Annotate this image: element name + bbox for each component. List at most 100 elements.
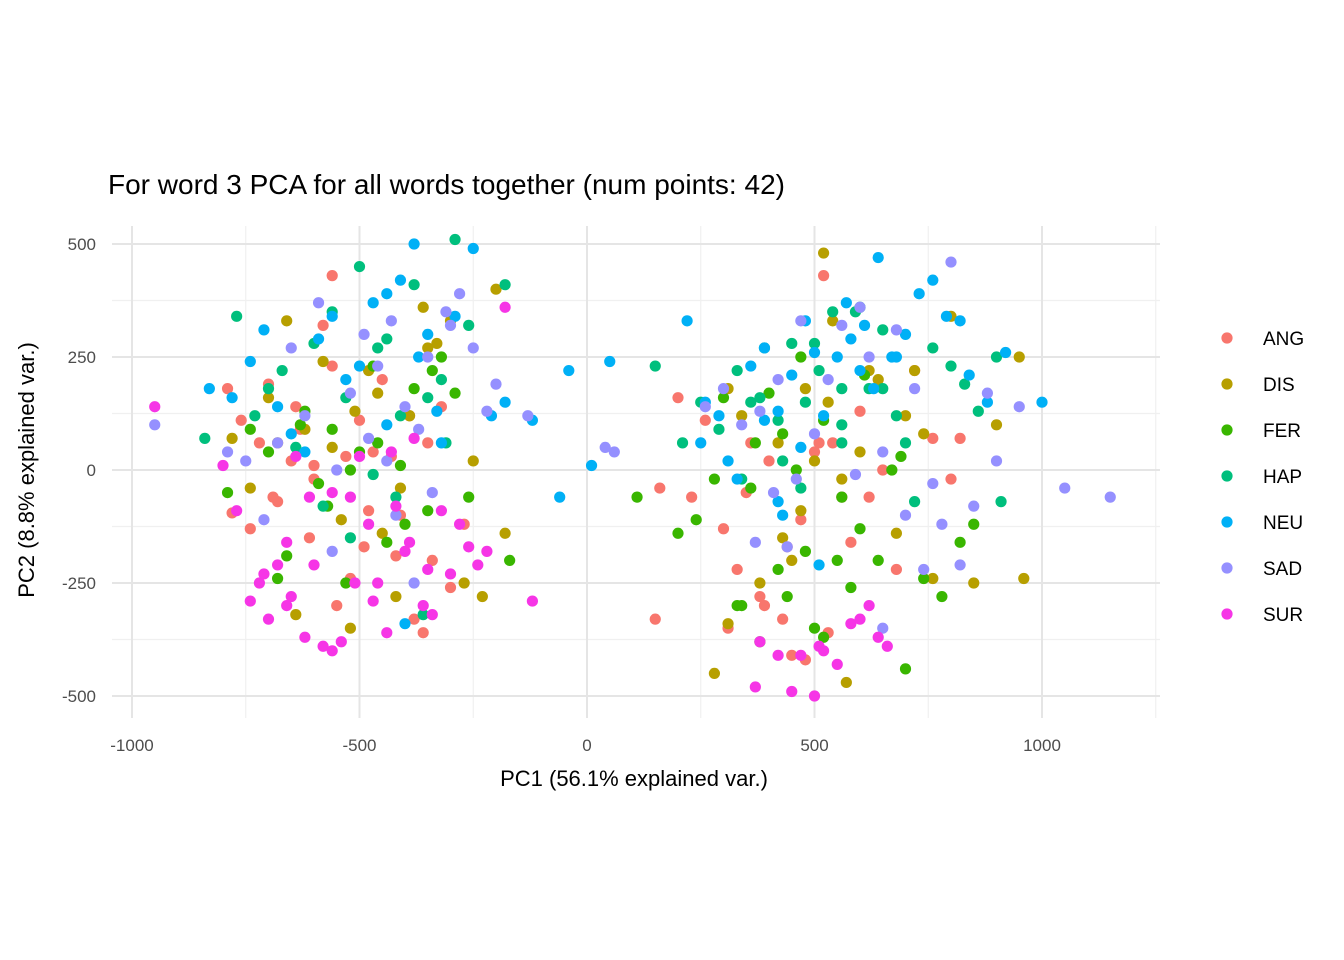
- point-dis: [226, 432, 238, 444]
- point-ang: [927, 432, 939, 444]
- point-sad: [608, 446, 620, 458]
- point-dis: [290, 609, 302, 621]
- point-fer: [340, 577, 352, 589]
- point-neu: [745, 360, 757, 372]
- point-dis: [818, 247, 830, 259]
- point-neu: [435, 437, 447, 449]
- point-sad: [936, 518, 948, 530]
- point-ang: [686, 491, 698, 503]
- point-neu: [312, 333, 325, 345]
- point-sad: [1059, 482, 1071, 494]
- point-sad: [221, 446, 234, 458]
- point-dis: [499, 527, 511, 539]
- point-ang: [758, 600, 771, 612]
- point-ang: [326, 360, 338, 372]
- point-hap: [317, 500, 329, 512]
- point-dis: [840, 676, 852, 689]
- point-hap: [972, 405, 984, 417]
- point-neu: [340, 374, 352, 386]
- legend-label-sad: SAD: [1263, 559, 1302, 580]
- point-ang: [376, 374, 388, 386]
- point-sad: [990, 455, 1003, 467]
- point-fer: [836, 491, 848, 503]
- point-fer: [808, 622, 821, 634]
- grid-lines: [112, 226, 1160, 718]
- point-sur: [299, 631, 311, 643]
- point-ang: [444, 581, 457, 594]
- point-sad: [909, 383, 921, 395]
- point-hap: [772, 414, 784, 426]
- point-fer: [504, 554, 516, 567]
- point-fer: [918, 572, 930, 585]
- point-sad: [822, 374, 834, 386]
- point-sad: [326, 545, 338, 557]
- point-neu: [408, 238, 420, 250]
- point-fer: [394, 459, 407, 472]
- point-dis: [317, 355, 329, 368]
- point-sur: [872, 631, 884, 643]
- chart-title: For word 3 PCA for all words together (n…: [108, 169, 785, 200]
- point-sur: [308, 559, 320, 571]
- point-sur: [863, 600, 875, 612]
- point-hap: [795, 482, 807, 494]
- point-neu: [772, 405, 784, 417]
- legend-label-sur: SUR: [1263, 605, 1303, 626]
- x-tick-label: 1000: [1023, 736, 1061, 755]
- point-sur: [808, 690, 821, 702]
- point-sad: [945, 256, 957, 268]
- point-sad: [399, 401, 411, 413]
- point-sur: [795, 649, 807, 661]
- point-dis: [262, 392, 275, 404]
- legend-key-ang: [1221, 332, 1233, 344]
- point-dis: [927, 572, 939, 585]
- point-neu: [890, 351, 903, 363]
- point-dis: [431, 337, 443, 350]
- point-dis: [777, 532, 789, 544]
- point-sad: [890, 324, 903, 336]
- point-ang: [353, 414, 366, 426]
- point-neu: [449, 310, 461, 322]
- data-points: [149, 233, 1116, 702]
- point-neu: [872, 251, 884, 264]
- point-dis: [795, 505, 807, 517]
- point-neu: [777, 509, 789, 521]
- point-ang: [731, 563, 743, 576]
- legend-label-neu: NEU: [1263, 513, 1303, 534]
- point-hap: [731, 364, 743, 377]
- point-hap: [959, 378, 971, 390]
- point-sad: [749, 536, 761, 548]
- point-dis: [458, 577, 470, 589]
- point-dis: [754, 577, 766, 589]
- point-sad: [272, 437, 284, 449]
- point-fer: [954, 536, 966, 548]
- point-fer: [708, 473, 721, 485]
- point-sad: [467, 342, 479, 354]
- point-dis: [772, 437, 784, 449]
- point-hap: [990, 351, 1003, 363]
- point-sur: [399, 545, 411, 557]
- point-sad: [877, 622, 889, 634]
- point-sad: [1013, 401, 1025, 413]
- y-tick-label: -500: [62, 687, 96, 706]
- point-fer: [899, 663, 912, 675]
- point-dis: [872, 374, 884, 386]
- point-neu: [681, 315, 693, 327]
- point-sur: [149, 401, 161, 413]
- point-sur: [845, 618, 857, 630]
- point-sad: [390, 509, 402, 521]
- point-neu: [326, 310, 338, 322]
- point-neu: [840, 297, 852, 309]
- point-sad: [790, 473, 802, 485]
- point-fer: [262, 446, 275, 458]
- point-neu: [868, 383, 880, 395]
- point-ang: [672, 392, 684, 404]
- point-neu: [795, 441, 807, 453]
- point-dis: [799, 383, 812, 395]
- point-neu: [845, 333, 857, 345]
- point-sur: [281, 600, 293, 612]
- point-hap: [899, 437, 912, 449]
- point-sur: [831, 658, 843, 670]
- point-sad: [918, 563, 930, 576]
- point-fer: [854, 523, 866, 535]
- point-sur: [444, 568, 457, 580]
